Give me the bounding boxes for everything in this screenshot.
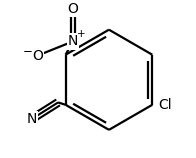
Text: Cl: Cl [159, 98, 172, 112]
Text: O: O [32, 49, 43, 63]
Text: O: O [68, 2, 78, 16]
Text: N: N [68, 34, 78, 48]
Text: +: + [77, 29, 86, 39]
Text: N: N [26, 112, 37, 126]
Text: −: − [23, 45, 33, 58]
